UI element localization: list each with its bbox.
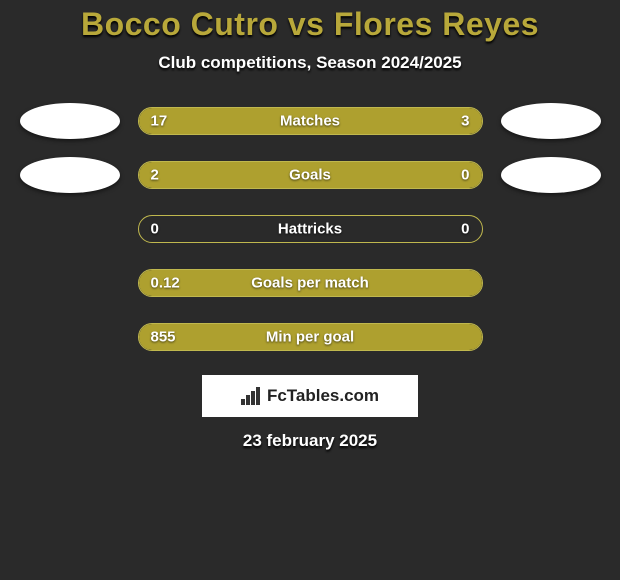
brand-badge: FcTables.com [202, 375, 418, 417]
chart-icon [241, 387, 263, 405]
bar-left-fill [139, 108, 407, 134]
brand-text: FcTables.com [267, 386, 379, 406]
avatar-spacer [20, 319, 120, 355]
stat-left-value: 0 [151, 221, 159, 238]
bar-right-fill [406, 108, 481, 134]
stat-row-hattricks: 0 Hattricks 0 [0, 211, 620, 247]
stats-list: 17 Matches 3 2 Goals 0 0 Hattricks 0 [0, 103, 620, 355]
stat-right-value: 3 [461, 113, 469, 130]
comparison-infographic: Bocco Cutro vs Flores Reyes Club competi… [0, 0, 620, 451]
date-label: 23 february 2025 [0, 431, 620, 451]
avatar-spacer [501, 319, 601, 355]
stat-bar: 0.12 Goals per match [138, 269, 483, 297]
stat-bar: 17 Matches 3 [138, 107, 483, 135]
player2-avatar [501, 157, 601, 193]
player1-avatar [20, 103, 120, 139]
player2-avatar [501, 103, 601, 139]
avatar-spacer [20, 265, 120, 301]
stat-row-goals: 2 Goals 0 [0, 157, 620, 193]
subtitle: Club competitions, Season 2024/2025 [0, 53, 620, 73]
stat-label: Hattricks [278, 221, 342, 238]
stat-label: Goals [289, 167, 331, 184]
stat-bar: 0 Hattricks 0 [138, 215, 483, 243]
avatar-spacer [501, 265, 601, 301]
stat-label: Goals per match [251, 275, 369, 292]
avatar-spacer [501, 211, 601, 247]
player1-avatar [20, 157, 120, 193]
stat-row-goals-per-match: 0.12 Goals per match [0, 265, 620, 301]
stat-label: Min per goal [266, 329, 354, 346]
stat-left-value: 17 [151, 113, 168, 130]
avatar-spacer [20, 211, 120, 247]
stat-left-value: 0.12 [151, 275, 180, 292]
stat-right-value: 0 [461, 221, 469, 238]
stat-left-value: 855 [151, 329, 176, 346]
stat-left-value: 2 [151, 167, 159, 184]
stat-row-min-per-goal: 855 Min per goal [0, 319, 620, 355]
stat-row-matches: 17 Matches 3 [0, 103, 620, 139]
stat-right-value: 0 [461, 167, 469, 184]
page-title: Bocco Cutro vs Flores Reyes [0, 6, 620, 43]
stat-bar: 855 Min per goal [138, 323, 483, 351]
stat-label: Matches [280, 113, 340, 130]
stat-bar: 2 Goals 0 [138, 161, 483, 189]
